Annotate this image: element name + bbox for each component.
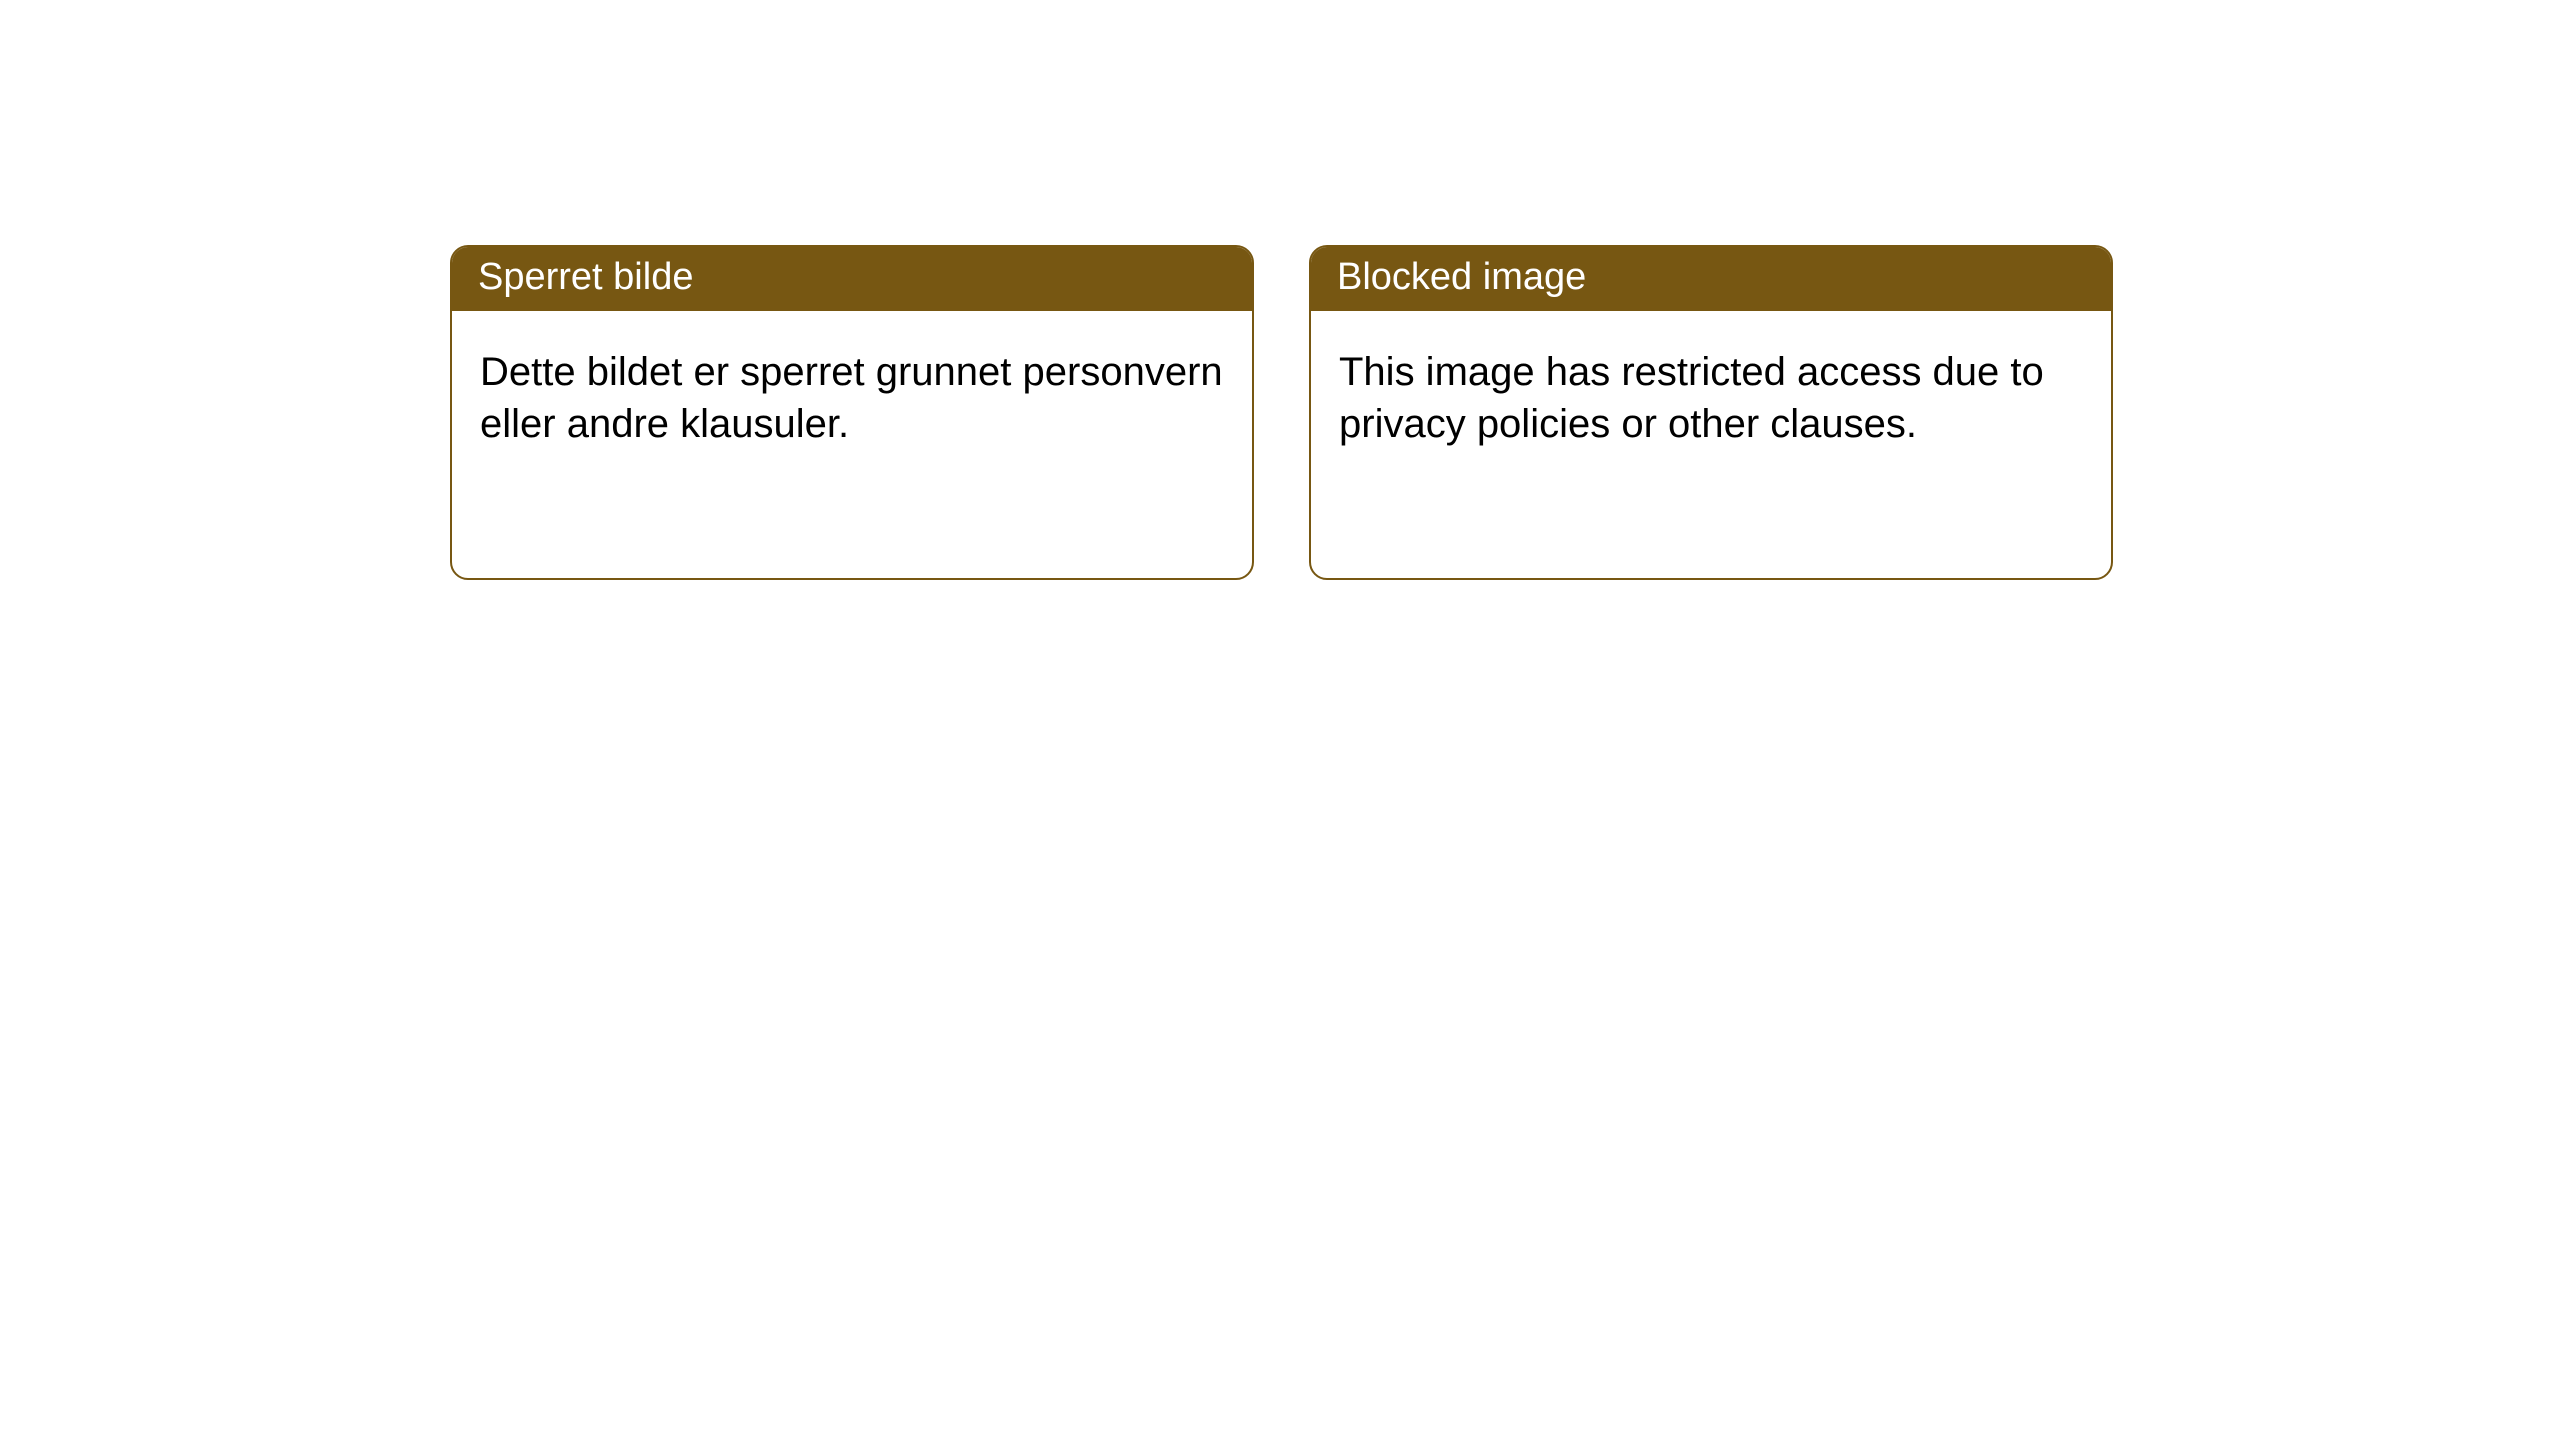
panel-en-header: Blocked image <box>1311 247 2111 311</box>
panel-no-header: Sperret bilde <box>452 247 1252 311</box>
panel-en: Blocked image This image has restricted … <box>1309 245 2113 580</box>
panel-no-body: Dette bildet er sperret grunnet personve… <box>452 311 1252 487</box>
panel-en-title: Blocked image <box>1337 256 1586 298</box>
panel-en-message: This image has restricted access due to … <box>1339 350 2044 447</box>
panel-no: Sperret bilde Dette bildet er sperret gr… <box>450 245 1254 580</box>
panel-no-message: Dette bildet er sperret grunnet personve… <box>480 350 1223 447</box>
panel-en-body: This image has restricted access due to … <box>1311 311 2111 487</box>
panel-no-title: Sperret bilde <box>478 256 693 298</box>
panel-container: Sperret bilde Dette bildet er sperret gr… <box>0 0 2560 580</box>
